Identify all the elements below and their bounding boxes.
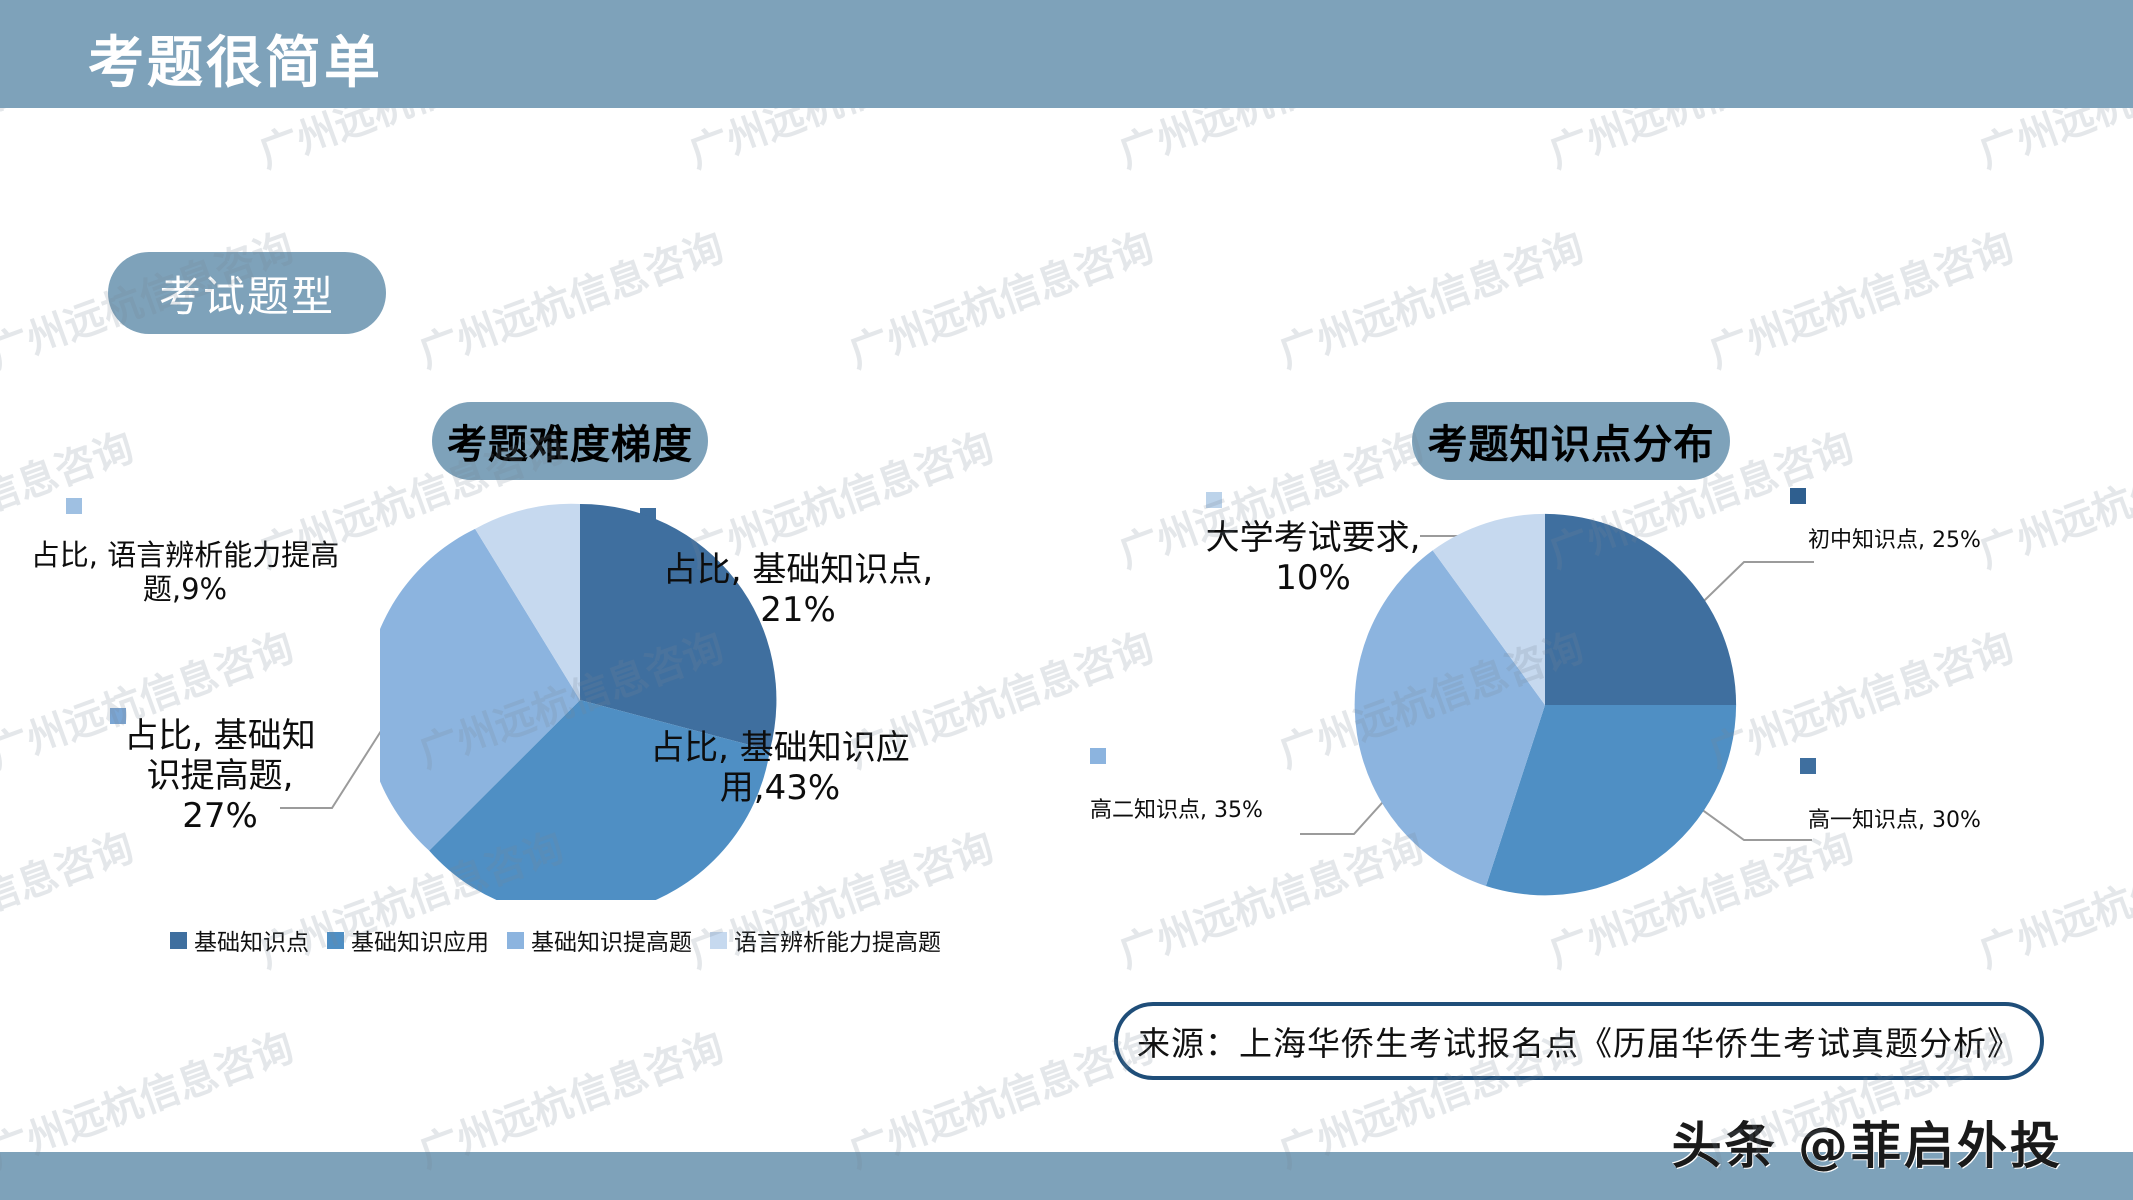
legend-item-2: 基础知识应用 <box>327 923 489 957</box>
pie-chart-difficulty <box>60 490 960 990</box>
pie-label-difficulty-1: 占比, 基础知识点, 21% <box>662 550 934 631</box>
pie-label-knowledge-1: 初中知识点, 25% <box>1808 528 1981 553</box>
header-bar <box>0 0 2133 108</box>
pie-difficulty-svg <box>380 503 777 900</box>
watermark-tile: 广州远杭信息咨询 <box>250 108 571 179</box>
watermark-tile: 广州远杭信息咨询 <box>1273 224 1590 378</box>
legend-label-2: 基础知识应用 <box>351 930 489 956</box>
chart-title-difficulty: 考题难度梯度 <box>432 402 708 480</box>
pie-difficulty-graphic <box>380 500 780 900</box>
pie-slice-基础知识点 <box>580 503 777 751</box>
legend-label-3: 基础知识提高题 <box>531 930 692 956</box>
pie-knowledge-graphic <box>1350 510 1740 900</box>
decorative-square <box>1790 488 1806 504</box>
chart-title-knowledge-label: 考题知识点分布 <box>1427 422 1715 468</box>
pie-chart-knowledge <box>1060 490 2080 960</box>
pie-label-knowledge-3: 高二知识点, 35% <box>1090 798 1263 823</box>
pie-slice-基础知识应用 <box>429 700 770 900</box>
decorative-square <box>1090 748 1106 764</box>
pie-slice-大学考试要求 <box>1432 513 1545 705</box>
pie-slice-高一知识点 <box>1485 705 1737 896</box>
watermark-tile: 广州远杭信息咨询 <box>843 224 1160 378</box>
pie-slice-语言辨析能力提高题 <box>475 503 580 700</box>
footer-bar <box>0 1152 2133 1200</box>
chart-title-knowledge: 考题知识点分布 <box>1412 402 1730 480</box>
pie-label-knowledge-4: 大学考试要求, 10% <box>1205 518 1421 599</box>
legend-item-4: 语言辨析能力提高题 <box>710 923 941 957</box>
watermark-tile: 广州远杭信息咨询 <box>1970 108 2133 179</box>
pie-slice-高二知识点 <box>1354 550 1545 886</box>
pie-knowledge-svg <box>1354 513 1737 896</box>
brand-watermark: 头条 @菲启外投 <box>1671 1117 2063 1175</box>
chart-title-difficulty-label: 考题难度梯度 <box>447 422 693 468</box>
legend-swatch-icon <box>710 931 727 949</box>
legend-item-3: 基础知识提高题 <box>507 923 692 957</box>
legend-label-1: 基础知识点 <box>194 930 309 956</box>
legend-swatch-icon <box>327 931 344 949</box>
watermark-tile: 广州远杭信息咨询 <box>680 108 1001 179</box>
pie-slice-基础知识提高题 <box>380 528 580 851</box>
decorative-square <box>1206 492 1222 508</box>
pie-label-difficulty-2: 占比, 基础知识应 用,43% <box>650 728 910 809</box>
decorative-square <box>110 708 126 724</box>
pie-label-difficulty-4: 占比, 语言辨析能力提高 题,9% <box>30 538 340 607</box>
watermark-tile: 广州远杭信息咨询 <box>1540 108 1861 179</box>
decorative-square <box>1800 758 1816 774</box>
page-title: 考题很简单 <box>88 31 383 96</box>
pie-slice-初中知识点 <box>1545 513 1737 705</box>
legend-item-1: 基础知识点 <box>170 923 309 957</box>
pie-label-knowledge-2: 高一知识点, 30% <box>1808 808 1981 833</box>
source-text: 来源：上海华侨生考试报名点《历届华侨生考试真题分析》 <box>1137 1024 2021 1063</box>
watermark-tile: 广州远杭信息咨询 <box>1703 224 2020 378</box>
source-callout: 来源：上海华侨生考试报名点《历届华侨生考试真题分析》 <box>1114 1002 2044 1080</box>
section-pill: 考试题型 <box>108 252 386 334</box>
watermark-tile: 广州远杭信息咨询 <box>1110 108 1431 179</box>
pie-label-difficulty-3: 占比, 基础知 识提高题, 27% <box>124 716 316 837</box>
watermark-tile: 广州远杭信息咨询 <box>0 108 140 179</box>
decorative-square <box>66 498 82 514</box>
section-pill-label: 考试题型 <box>158 271 335 321</box>
legend-label-4: 语言辨析能力提高题 <box>734 930 941 956</box>
watermark-tile: 广州远杭信息咨询 <box>413 224 730 378</box>
legend-swatch-icon <box>170 931 187 949</box>
chart-legend-difficulty: 基础知识点 基础知识应用 基础知识提高题 语言辨析能力提高题 <box>170 920 970 960</box>
legend-swatch-icon <box>507 931 524 949</box>
